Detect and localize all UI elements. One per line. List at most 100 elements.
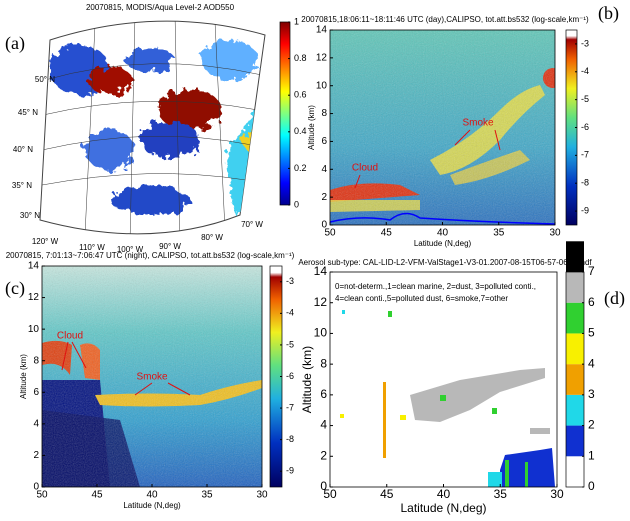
colorbar-swatch [566,456,584,487]
x-tick-label: 50 [36,490,48,501]
y-tick-label: 12 [314,295,328,309]
map-image [39,20,266,235]
colorbar-tick-label: -8 [286,434,294,444]
colorbar-tick-label: -6 [581,122,589,132]
colorbar-tick-label: -3 [581,38,589,48]
lat-label: 30° N [20,211,40,220]
y-tick-label: 4 [320,418,327,432]
y-tick-label: 10 [28,324,40,335]
y-tick-label: 12 [316,52,328,63]
y-tick-label: 0 [33,482,39,493]
y-tick-label: 2 [321,192,327,203]
x-tick-label: 35 [493,228,505,239]
panel-title: 20070815, 7:01:13~7:06:47 UTC (night), C… [6,251,295,260]
vfm-image [340,310,555,487]
x-tick-label: 40 [146,490,158,501]
colorbar [270,266,282,487]
panel-title: Aerosol sub-type: CAL-LID-L2-VFM-ValStag… [298,258,592,267]
annotation-arrows [354,129,501,189]
colorbar-frame [565,271,585,488]
y-tick-label: 14 [314,264,328,278]
y-tick-label: 8 [321,108,327,119]
colorbar-tick-label: 4 [588,356,595,370]
x-tick-label: 30 [550,487,564,501]
legend-line: 4=clean conti.,5=polluted dust, 6=smoke,… [335,294,508,303]
colorbar-tick-label: -3 [286,276,294,286]
y-tick-label: 10 [314,326,328,340]
colorbar-tick-label: -5 [286,339,294,349]
y-tick-label: 8 [33,355,39,366]
colorbar-tick-label: -7 [581,150,589,160]
y-tick-label: 6 [321,136,327,147]
lat-label: 45° N [18,108,38,117]
annotation: Smoke [462,118,494,129]
x-axis-label: Latitude (N,deg) [400,501,486,515]
y-tick-label: 14 [316,25,328,36]
curtain-image [42,266,262,487]
colorbar-frame [279,21,291,206]
colorbar-tick-label: 7 [588,264,595,278]
panel-label: (c) [5,278,25,299]
lon-label: 80° W [201,233,223,242]
lon-label: 120° W [32,237,59,246]
lon-label: 110° W [79,243,105,252]
y-tick-label: 14 [28,261,40,272]
colorbar-swatch [566,425,584,457]
curtain-image [330,30,555,225]
panel-title: 20070815,18:06:11~18:11:46 UTC (day),CAL… [301,15,589,24]
x-tick-label: 45 [381,228,393,239]
colorbar-swatch [566,394,584,426]
x-tick-label: 40 [437,487,451,501]
y-tick-label: 12 [28,292,40,303]
colorbar-tick-label: -9 [286,466,294,476]
colorbar [280,22,290,205]
colorbar-swatch [566,302,584,334]
annotation-arrows [61,341,191,396]
colorbar-tick-label: -4 [581,66,589,76]
colorbar-tick-label: 1 [294,16,299,26]
y-tick-label: 0 [321,220,327,231]
colorbar-tick-label: 2 [588,418,595,432]
lon-label: 90° W [159,242,181,251]
x-axis-label: Latitude (N,deg) [414,239,472,248]
colorbar-tick-label: 0 [588,479,595,493]
x-tick-label: 50 [324,228,336,239]
y-tick-label: 4 [321,164,327,175]
x-tick-label: 45 [380,487,394,501]
colorbar-tick-label: 0.6 [294,90,307,100]
x-tick-label: 35 [494,487,508,501]
x-tick-label: 40 [437,228,449,239]
colorbar-tick-label: -6 [286,371,294,381]
colorbar-tick-label: 5 [588,326,595,340]
colorbar [566,30,577,225]
x-axis-label: Latitude (N,deg) [123,501,181,510]
colorbar-tick-label: -5 [581,94,589,104]
panel-title: 20070815, MODIS/Aqua Level-2 AOD550 [86,3,235,12]
annotation: Cloud [57,331,83,342]
lat-label: 35° N [12,181,32,190]
colorbar-tick-label: 6 [588,295,595,309]
y-axis-label: Altitude (km) [307,105,316,150]
panel-label: (b) [598,3,619,24]
colorbar-swatch [566,333,584,365]
y-tick-label: 4 [33,418,39,429]
colorbar-tick-label: -4 [286,308,294,318]
x-tick-label: 35 [201,490,213,501]
y-tick-label: 6 [320,387,327,401]
colorbar-tick-label: -7 [286,402,294,412]
colorbar-tick-label: 3 [588,387,595,401]
colorbar-tick-label: 0 [294,199,299,209]
colorbar-tick-label: 0.2 [294,163,307,173]
y-tick-label: 2 [320,448,327,462]
y-axis-label: Altitude (km) [19,354,28,399]
y-tick-label: 10 [316,80,328,91]
colorbar-tick-label: -9 [581,205,589,215]
colorbar-tick-label: -8 [581,178,589,188]
lat-label: 50° N [35,75,55,84]
x-tick-label: 30 [549,228,561,239]
legend-line: 0=not-determ.,1=clean marine, 2=dust, 3=… [335,282,536,291]
colorbar-swatch [566,241,584,272]
colorbar-tick-label: 0.8 [294,53,307,63]
panel-label: (d) [604,288,625,309]
colorbar-swatch [566,364,584,395]
